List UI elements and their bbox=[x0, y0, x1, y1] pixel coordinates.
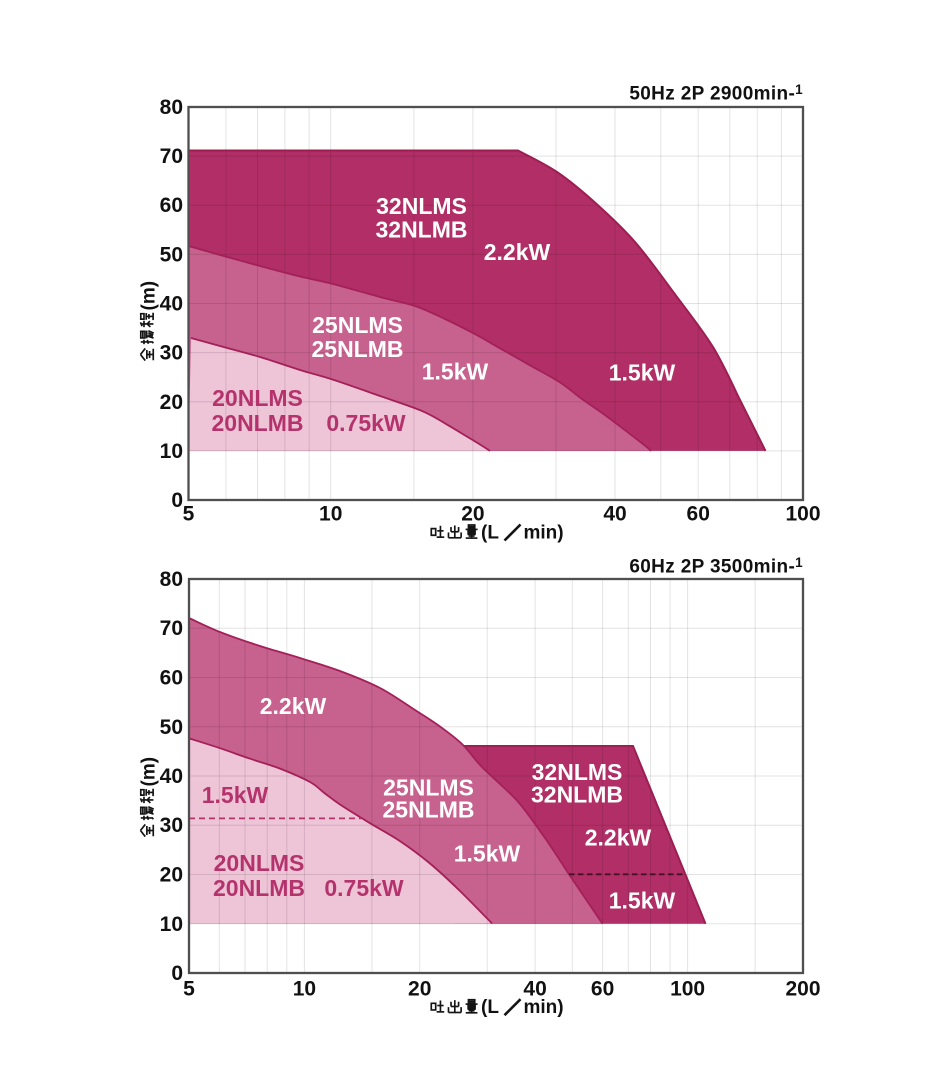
svg-text:0.75kW: 0.75kW bbox=[326, 410, 406, 436]
svg-text:30: 30 bbox=[160, 342, 183, 365]
svg-text:25NLMB: 25NLMB bbox=[311, 336, 403, 362]
svg-text:20: 20 bbox=[461, 503, 484, 526]
svg-text:32NLMB: 32NLMB bbox=[375, 217, 467, 243]
svg-text:40: 40 bbox=[523, 977, 546, 1000]
svg-text:80: 80 bbox=[160, 96, 183, 119]
svg-text:32NLMS: 32NLMS bbox=[376, 193, 467, 219]
svg-text:20: 20 bbox=[160, 864, 183, 887]
svg-text:80: 80 bbox=[160, 568, 183, 591]
svg-text:40: 40 bbox=[160, 765, 183, 788]
svg-text:10: 10 bbox=[293, 977, 316, 1000]
svg-text:10: 10 bbox=[160, 913, 183, 936]
svg-text:40: 40 bbox=[603, 503, 626, 526]
svg-text:1.5kW: 1.5kW bbox=[202, 782, 269, 808]
svg-text:60: 60 bbox=[591, 977, 614, 1000]
svg-text:60: 60 bbox=[160, 194, 183, 217]
svg-text:10: 10 bbox=[319, 503, 342, 526]
svg-text:50: 50 bbox=[160, 716, 183, 739]
svg-text:1.5kW: 1.5kW bbox=[454, 841, 521, 867]
svg-text:25NLMB: 25NLMB bbox=[382, 797, 474, 823]
svg-text:20NLMS: 20NLMS bbox=[214, 850, 305, 876]
svg-text:40: 40 bbox=[160, 293, 183, 316]
svg-text:2.2kW: 2.2kW bbox=[484, 239, 551, 265]
svg-text:25NLMS: 25NLMS bbox=[383, 774, 474, 800]
svg-text:200: 200 bbox=[785, 977, 820, 1000]
svg-text:20: 20 bbox=[160, 391, 183, 414]
svg-text:1.5kW: 1.5kW bbox=[609, 888, 676, 914]
svg-text:20: 20 bbox=[408, 977, 431, 1000]
svg-text:50Hz 2P 2900min-1: 50Hz 2P 2900min-1 bbox=[629, 82, 803, 105]
svg-text:100: 100 bbox=[785, 503, 820, 526]
svg-text:60Hz 2P 3500min-1: 60Hz 2P 3500min-1 bbox=[629, 555, 803, 578]
svg-text:32NLMS: 32NLMS bbox=[532, 759, 623, 785]
svg-text:60: 60 bbox=[687, 503, 710, 526]
svg-text:min): min) bbox=[524, 997, 564, 1018]
svg-text:min): min) bbox=[524, 523, 564, 544]
svg-text:1.5kW: 1.5kW bbox=[609, 360, 676, 386]
svg-text:(m): (m) bbox=[139, 757, 160, 787]
svg-text:25NLMS: 25NLMS bbox=[312, 312, 403, 338]
svg-text:20NLMS: 20NLMS bbox=[212, 385, 303, 411]
svg-text:2.2kW: 2.2kW bbox=[585, 824, 652, 850]
svg-text:20NLMB: 20NLMB bbox=[211, 410, 303, 436]
svg-text:20NLMB: 20NLMB bbox=[213, 875, 305, 901]
svg-text:5: 5 bbox=[183, 503, 195, 526]
svg-text:32NLMB: 32NLMB bbox=[531, 782, 623, 808]
svg-text:70: 70 bbox=[160, 617, 183, 640]
svg-text:50: 50 bbox=[160, 243, 183, 266]
svg-text:1.5kW: 1.5kW bbox=[422, 359, 489, 385]
svg-text:(m): (m) bbox=[139, 281, 160, 311]
svg-text:0.75kW: 0.75kW bbox=[324, 875, 404, 901]
svg-text:5: 5 bbox=[183, 977, 195, 1000]
svg-text:(L: (L bbox=[481, 997, 499, 1018]
svg-text:100: 100 bbox=[670, 977, 705, 1000]
svg-text:(L: (L bbox=[481, 523, 499, 544]
svg-text:10: 10 bbox=[160, 440, 183, 463]
svg-text:2.2kW: 2.2kW bbox=[260, 693, 327, 719]
svg-text:0: 0 bbox=[171, 489, 183, 512]
svg-text:0: 0 bbox=[171, 962, 183, 985]
svg-text:60: 60 bbox=[160, 667, 183, 690]
svg-text:70: 70 bbox=[160, 145, 183, 168]
svg-text:30: 30 bbox=[160, 814, 183, 837]
